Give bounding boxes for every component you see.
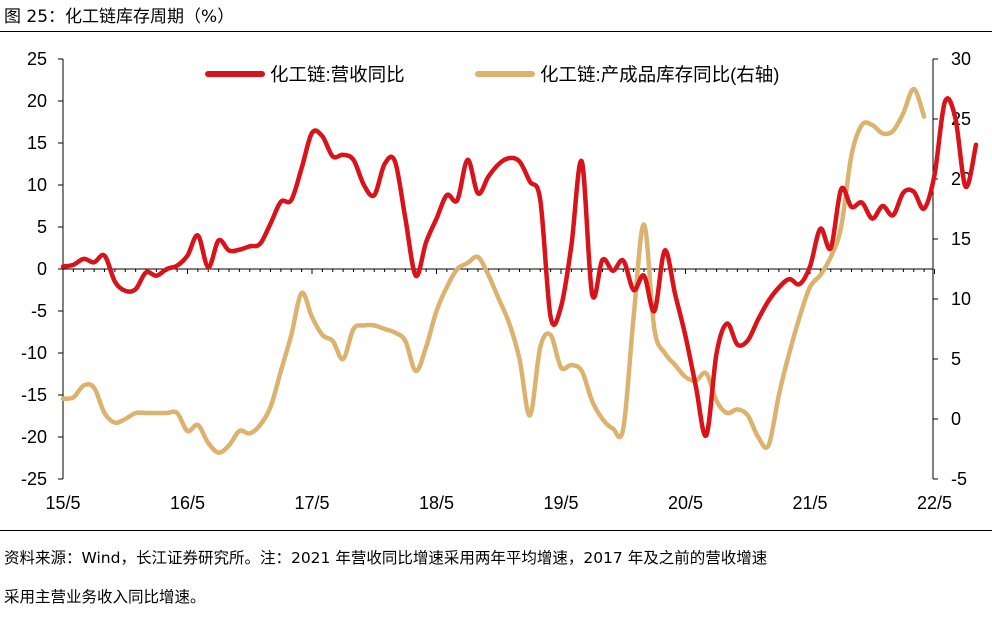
left-tick-label: 25 [27, 49, 47, 69]
x-tick-label: 17/5 [294, 493, 329, 513]
source-note-line-2: 采用主营业务收入同比增速。 [4, 588, 206, 606]
legend-label-revenue: 化工链:营收同比 [270, 64, 405, 85]
left-tick-label: -5 [31, 301, 47, 321]
x-tick-label: 16/5 [170, 493, 205, 513]
series-layer [60, 86, 979, 455]
title-divider [0, 31, 992, 32]
figure-title: 图 25：化工链库存周期（%） [4, 7, 235, 27]
left-tick-label: -10 [21, 343, 47, 363]
left-tick-label: -25 [21, 469, 47, 489]
series-line-revenue [60, 96, 979, 438]
x-tick-label: 19/5 [543, 493, 578, 513]
left-tick-label: 15 [27, 133, 47, 153]
x-axis: 15/5 16/5 17/5 18/5 19/5 20/5 21/5 22/5 [45, 268, 952, 513]
left-tick-label: 5 [37, 217, 47, 237]
right-tick-label: 5 [951, 349, 961, 369]
x-tick-label: 15/5 [45, 493, 80, 513]
x-tick-label: 18/5 [419, 493, 454, 513]
left-tick-label: 20 [27, 91, 47, 111]
legend-label-inventory: 化工链:产成品库存同比(右轴) [540, 64, 779, 85]
left-tick-label: 0 [37, 259, 47, 279]
left-tick-label: -20 [21, 427, 47, 447]
series-line-inventory [60, 86, 927, 455]
right-tick-label: 15 [951, 229, 971, 249]
legend: 化工链:营收同比 化工链:产成品库存同比(右轴) [205, 64, 779, 85]
right-tick-label: 0 [951, 409, 961, 429]
x-tick-label: 20/5 [668, 493, 703, 513]
right-tick-label: -5 [951, 469, 967, 489]
left-tick-label: -15 [21, 385, 47, 405]
left-y-axis: 25 20 15 10 5 0 -5 -10 -15 -20 -25 [21, 49, 64, 489]
right-tick-label: 10 [951, 289, 971, 309]
right-tick-label: 30 [951, 49, 971, 69]
source-note-line-1: 资料来源：Wind，长江证券研究所。注：2021 年营收同比增速采用两年平均增速… [4, 549, 768, 567]
footer-divider [0, 530, 992, 531]
x-tick-label: 21/5 [792, 493, 827, 513]
left-tick-label: 10 [27, 175, 47, 195]
x-tick-label: 22/5 [917, 493, 952, 513]
